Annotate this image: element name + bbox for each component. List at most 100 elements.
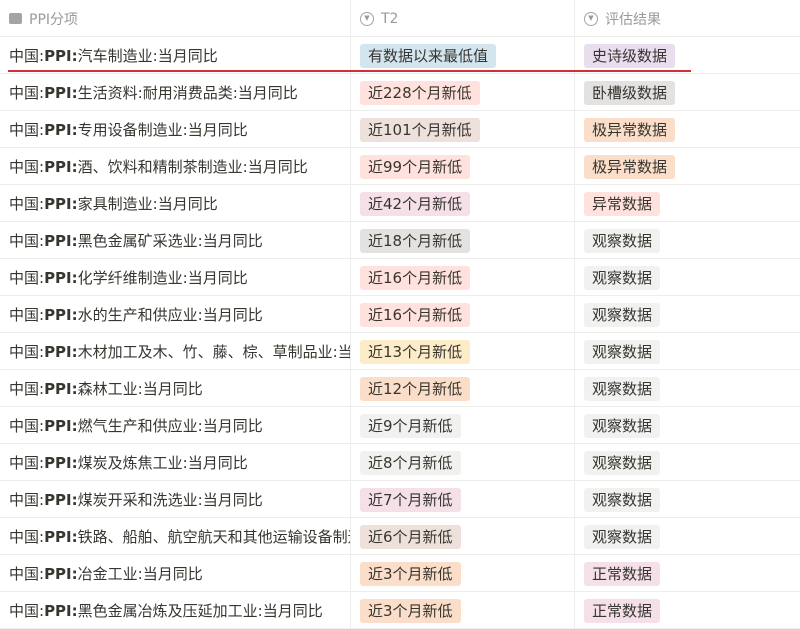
eval-cell[interactable]: 观察数据: [575, 481, 800, 518]
eval-tag: 观察数据: [584, 450, 661, 475]
table-row[interactable]: 中国:PPI:家具制造业:当月同比 近42个月新低 异常数据: [0, 185, 800, 222]
name-text: 黑色金属矿采选业:当月同比: [77, 232, 263, 250]
t2-tag: 近8个月新低: [360, 450, 461, 475]
ppi-name-cell[interactable]: 中国:PPI:冶金工业:当月同比: [0, 555, 351, 592]
t2-cell[interactable]: 有数据以来最低值: [351, 37, 575, 74]
ppi-name: 中国:PPI:铁路、船舶、航空航天和其他运输设备制造业:当月同比: [9, 526, 350, 547]
t2-tag: 近3个月新低: [360, 561, 461, 586]
eval-cell[interactable]: 观察数据: [575, 296, 800, 333]
name-text: 铁路、船舶、航空航天和其他运输设备制造业:当月同比: [77, 528, 350, 546]
eval-cell[interactable]: 异常数据: [575, 185, 800, 222]
eval-tag: 史诗级数据: [584, 43, 676, 68]
table-row[interactable]: 中国:PPI:冶金工业:当月同比 近3个月新低 正常数据: [0, 555, 800, 592]
t2-tag: 近7个月新低: [360, 487, 461, 512]
t2-tag: 近9个月新低: [360, 413, 461, 438]
eval-cell[interactable]: 卧槽级数据: [575, 74, 800, 111]
t2-cell[interactable]: 近99个月新低: [351, 148, 575, 185]
t2-cell[interactable]: 近42个月新低: [351, 185, 575, 222]
table-row[interactable]: 中国:PPI:木材加工及木、竹、藤、棕、草制品业:当月同比 近13个月新低 观察…: [0, 333, 800, 370]
ppi-name-cell[interactable]: 中国:PPI:燃气生产和供应业:当月同比: [0, 407, 351, 444]
t2-cell[interactable]: 近16个月新低: [351, 296, 575, 333]
ppi-name-cell[interactable]: 中国:PPI:黑色金属冶炼及压延加工业:当月同比: [0, 592, 351, 629]
eval-cell[interactable]: 正常数据: [575, 592, 800, 629]
table-row[interactable]: 中国:PPI:专用设备制造业:当月同比 近101个月新低 极异常数据: [0, 111, 800, 148]
ppi-name-cell[interactable]: 中国:PPI:汽车制造业:当月同比: [0, 37, 351, 74]
ppi-name-cell[interactable]: 中国:PPI:森林工业:当月同比: [0, 370, 351, 407]
t2-cell[interactable]: 近7个月新低: [351, 481, 575, 518]
eval-cell[interactable]: 观察数据: [575, 444, 800, 481]
eval-cell[interactable]: 正常数据: [575, 555, 800, 592]
table-row[interactable]: 中国:PPI:煤炭开采和洗选业:当月同比 近7个月新低 观察数据: [0, 481, 800, 518]
t2-cell[interactable]: 近101个月新低: [351, 111, 575, 148]
table-row[interactable]: 中国:PPI:酒、饮料和精制茶制造业:当月同比 近99个月新低 极异常数据: [0, 148, 800, 185]
table-row[interactable]: 中国:PPI:黑色金属冶炼及压延加工业:当月同比 近3个月新低 正常数据: [0, 592, 800, 629]
ppi-name-cell[interactable]: 中国:PPI:生活资料:耐用消费品类:当月同比: [0, 74, 351, 111]
name-prefix: 中国:: [9, 454, 45, 472]
eval-tag: 观察数据: [584, 487, 661, 512]
eval-cell[interactable]: 史诗级数据: [575, 37, 800, 74]
ppi-name-cell[interactable]: 中国:PPI:铁路、船舶、航空航天和其他运输设备制造业:当月同比: [0, 518, 351, 555]
ppi-name-cell[interactable]: 中国:PPI:木材加工及木、竹、藤、棕、草制品业:当月同比: [0, 333, 351, 370]
eval-tag: 异常数据: [584, 191, 661, 216]
eval-cell[interactable]: 极异常数据: [575, 148, 800, 185]
table-row[interactable]: 中国:PPI:铁路、船舶、航空航天和其他运输设备制造业:当月同比 近6个月新低 …: [0, 518, 800, 555]
name-ppi: PPI:: [44, 195, 78, 213]
eval-tag: 观察数据: [584, 524, 661, 549]
eval-cell[interactable]: 观察数据: [575, 407, 800, 444]
ppi-name-cell[interactable]: 中国:PPI:煤炭开采和洗选业:当月同比: [0, 481, 351, 518]
select-property-icon: ▼: [584, 11, 598, 26]
table-row[interactable]: 中国:PPI:汽车制造业:当月同比 有数据以来最低值 史诗级数据: [0, 37, 800, 74]
eval-tag: 观察数据: [584, 228, 661, 253]
name-text: 黑色金属冶炼及压延加工业:当月同比: [77, 602, 323, 620]
name-ppi: PPI:: [44, 417, 78, 435]
table-row[interactable]: 中国:PPI:森林工业:当月同比 近12个月新低 观察数据: [0, 370, 800, 407]
t2-cell[interactable]: 近228个月新低: [351, 74, 575, 111]
t2-cell[interactable]: 近9个月新低: [351, 407, 575, 444]
table-row[interactable]: 中国:PPI:生活资料:耐用消费品类:当月同比 近228个月新低 卧槽级数据: [0, 74, 800, 111]
name-ppi: PPI:: [44, 121, 78, 139]
eval-tag: 正常数据: [584, 561, 661, 586]
eval-cell[interactable]: 观察数据: [575, 333, 800, 370]
t2-cell[interactable]: 近6个月新低: [351, 518, 575, 555]
ppi-name: 中国:PPI:化学纤维制造业:当月同比: [9, 267, 248, 288]
eval-cell[interactable]: 观察数据: [575, 370, 800, 407]
t2-cell[interactable]: 近12个月新低: [351, 370, 575, 407]
table-row[interactable]: 中国:PPI:黑色金属矿采选业:当月同比 近18个月新低 观察数据: [0, 222, 800, 259]
t2-cell[interactable]: 近18个月新低: [351, 222, 575, 259]
name-text: 煤炭开采和洗选业:当月同比: [77, 491, 263, 509]
column-header-t2[interactable]: ▼ T2: [351, 0, 575, 37]
table-row[interactable]: 中国:PPI:水的生产和供应业:当月同比 近16个月新低 观察数据: [0, 296, 800, 333]
eval-cell[interactable]: 观察数据: [575, 259, 800, 296]
t2-cell[interactable]: 近13个月新低: [351, 333, 575, 370]
ppi-name-cell[interactable]: 中国:PPI:化学纤维制造业:当月同比: [0, 259, 351, 296]
t2-cell[interactable]: 近3个月新低: [351, 592, 575, 629]
name-text: 森林工业:当月同比: [77, 380, 203, 398]
t2-cell[interactable]: 近3个月新低: [351, 555, 575, 592]
eval-cell[interactable]: 极异常数据: [575, 111, 800, 148]
table-row[interactable]: 中国:PPI:化学纤维制造业:当月同比 近16个月新低 观察数据: [0, 259, 800, 296]
ppi-name: 中国:PPI:冶金工业:当月同比: [9, 563, 203, 584]
column-header-eval[interactable]: ▼ 评估结果: [575, 0, 800, 37]
ppi-name: 中国:PPI:家具制造业:当月同比: [9, 193, 218, 214]
name-ppi: PPI:: [44, 232, 78, 250]
name-prefix: 中国:: [9, 306, 45, 324]
table-row[interactable]: 中国:PPI:煤炭及炼焦工业:当月同比 近8个月新低 观察数据: [0, 444, 800, 481]
ppi-name-cell[interactable]: 中国:PPI:水的生产和供应业:当月同比: [0, 296, 351, 333]
eval-cell[interactable]: 观察数据: [575, 222, 800, 259]
name-prefix: 中国:: [9, 528, 45, 546]
t2-tag: 近101个月新低: [360, 117, 480, 142]
name-ppi: PPI:: [44, 343, 78, 361]
t2-cell[interactable]: 近8个月新低: [351, 444, 575, 481]
ppi-name-cell[interactable]: 中国:PPI:专用设备制造业:当月同比: [0, 111, 351, 148]
name-ppi: PPI:: [44, 306, 78, 324]
ppi-name-cell[interactable]: 中国:PPI:家具制造业:当月同比: [0, 185, 351, 222]
name-text: 酒、饮料和精制茶制造业:当月同比: [77, 158, 308, 176]
ppi-name-cell[interactable]: 中国:PPI:酒、饮料和精制茶制造业:当月同比: [0, 148, 351, 185]
eval-cell[interactable]: 观察数据: [575, 518, 800, 555]
column-header-ppi[interactable]: PPI分项: [0, 0, 351, 37]
ppi-name-cell[interactable]: 中国:PPI:黑色金属矿采选业:当月同比: [0, 222, 351, 259]
ppi-name-cell[interactable]: 中国:PPI:煤炭及炼焦工业:当月同比: [0, 444, 351, 481]
eval-tag: 卧槽级数据: [584, 80, 676, 105]
table-row[interactable]: 中国:PPI:燃气生产和供应业:当月同比 近9个月新低 观察数据: [0, 407, 800, 444]
t2-cell[interactable]: 近16个月新低: [351, 259, 575, 296]
